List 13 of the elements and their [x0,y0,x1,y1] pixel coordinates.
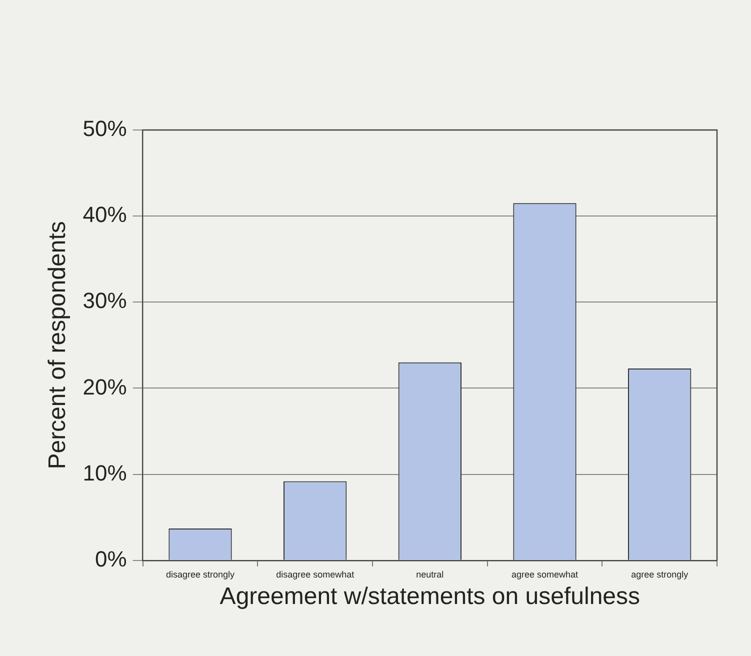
x-tick-label: disagree strongly [166,569,236,580]
y-tick-label: 0% [95,546,127,572]
y-tick-label: 20% [82,374,127,400]
x-tick-label: disagree somewhat [276,569,355,580]
x-axis-title: Agreement w/statements on usefulness [220,583,640,610]
y-axis-title: Percent of respondents [44,221,72,470]
y-tick-label: 50% [82,116,127,142]
y-tick-label: 10% [82,460,127,486]
y-tick-label: 40% [82,202,127,228]
x-tick-label: neutral [416,569,444,580]
x-tick-label: agree somewhat [511,569,579,580]
y-tick-label: 30% [82,288,127,314]
x-tick-label: agree strongly [631,569,689,580]
